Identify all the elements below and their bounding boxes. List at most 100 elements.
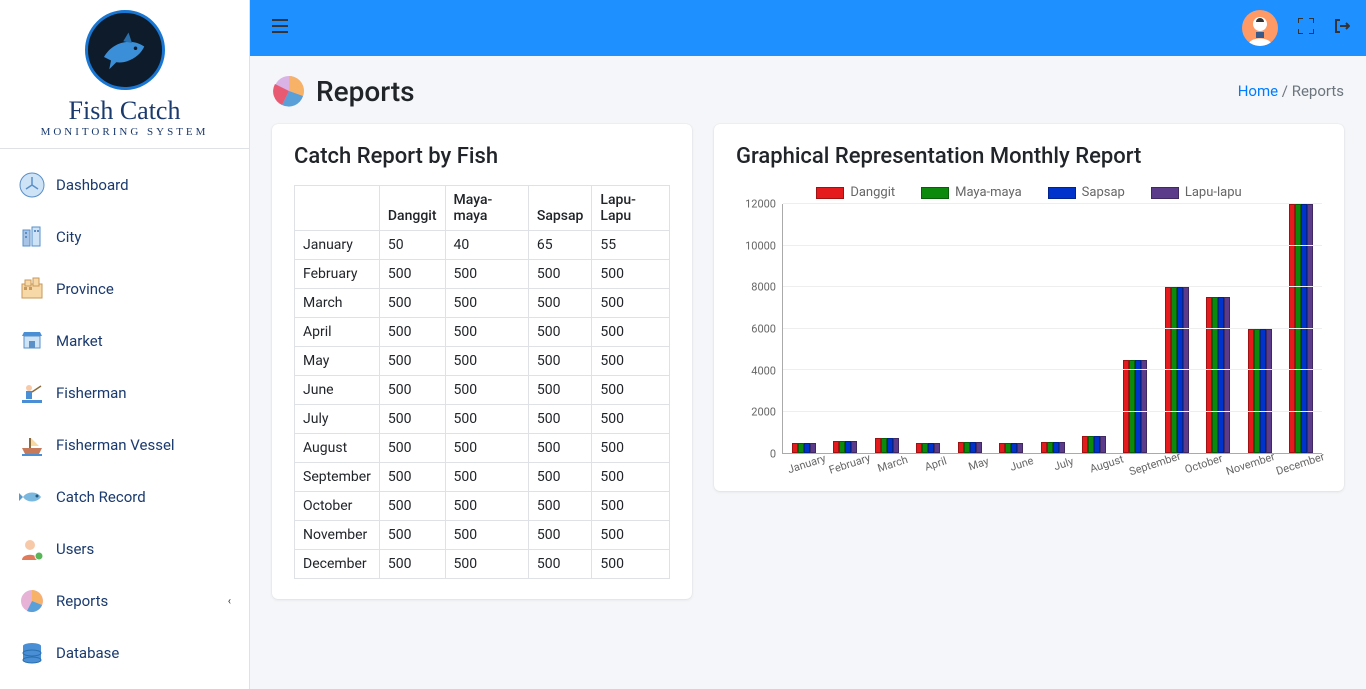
sidebar-item-label: Catch Record <box>56 488 146 506</box>
table-cell: 500 <box>445 550 528 579</box>
ytick-label: 12000 <box>745 198 776 211</box>
sidebar-item-fisherman[interactable]: Fisherman <box>8 367 241 419</box>
grid-line <box>783 245 1322 246</box>
grid-line <box>783 203 1322 204</box>
chart-plot <box>782 204 1322 454</box>
bar <box>1183 287 1189 453</box>
table-cell: 500 <box>528 347 592 376</box>
table-cell: 500 <box>379 492 445 521</box>
fullscreen-icon[interactable] <box>1298 18 1314 38</box>
table-row: April500500500500 <box>295 318 670 347</box>
legend-label: Lapu-lapu <box>1185 185 1242 200</box>
table-row: November500500500500 <box>295 521 670 550</box>
bar-group <box>907 204 948 453</box>
table-cell: 500 <box>445 347 528 376</box>
table-cell: August <box>295 434 380 463</box>
table-cell: 500 <box>528 550 592 579</box>
table-cell: 500 <box>592 521 670 550</box>
ytick-label: 4000 <box>751 364 776 377</box>
table-cell: 500 <box>379 434 445 463</box>
fish-logo-icon <box>97 22 153 78</box>
sidebar-item-catch-record[interactable]: Catch Record <box>8 471 241 523</box>
grid-line <box>783 328 1322 329</box>
province-icon <box>18 275 46 303</box>
bar-group <box>1073 204 1114 453</box>
grid-line <box>783 411 1322 412</box>
table-cell: 500 <box>379 550 445 579</box>
bar-group <box>1281 204 1322 453</box>
table-cell: December <box>295 550 380 579</box>
ytick-label: 0 <box>770 448 776 461</box>
bar-group <box>824 204 865 453</box>
table-cell: 500 <box>528 376 592 405</box>
table-row: June500500500500 <box>295 376 670 405</box>
legend-item: Sapsap <box>1048 185 1125 200</box>
legend-swatch <box>816 187 844 199</box>
table-cell: 500 <box>528 521 592 550</box>
grid-line <box>783 286 1322 287</box>
table-cell: 500 <box>592 492 670 521</box>
chart-yaxis: 020004000600080001000012000 <box>736 204 782 454</box>
logout-icon[interactable] <box>1334 18 1350 38</box>
sidebar-item-province[interactable]: Province <box>8 263 241 315</box>
breadcrumb-home[interactable]: Home <box>1238 82 1278 100</box>
table-cell: 500 <box>592 289 670 318</box>
table-row: October500500500500 <box>295 492 670 521</box>
table-cell: 500 <box>445 463 528 492</box>
table-cell: June <box>295 376 380 405</box>
table-cell: 500 <box>528 260 592 289</box>
sidebar-item-label: Fisherman <box>56 384 127 402</box>
sidebar-item-city[interactable]: City <box>8 211 241 263</box>
ytick-label: 8000 <box>751 281 776 294</box>
table-cell: September <box>295 463 380 492</box>
sidebar-item-users[interactable]: Users <box>8 523 241 575</box>
catch-report-title: Catch Report by Fish <box>294 144 670 169</box>
legend-label: Danggit <box>850 185 895 200</box>
table-cell: 500 <box>379 289 445 318</box>
table-cell: 500 <box>528 492 592 521</box>
table-cell: 65 <box>528 231 592 260</box>
sidebar-item-fisherman-vessel[interactable]: Fisherman Vessel <box>8 419 241 471</box>
dashboard-icon <box>18 171 46 199</box>
brand-title: Fish Catch <box>0 96 249 126</box>
bar <box>1100 436 1106 453</box>
table-cell: 500 <box>379 521 445 550</box>
table-cell: March <box>295 289 380 318</box>
bar <box>1059 442 1065 453</box>
table-cell: 500 <box>445 434 528 463</box>
table-header: Sapsap <box>528 186 592 231</box>
table-cell: 55 <box>592 231 670 260</box>
user-avatar[interactable] <box>1242 10 1278 46</box>
table-row: August500500500500 <box>295 434 670 463</box>
chevron-left-icon: ‹ <box>228 595 231 608</box>
sidebar-item-database[interactable]: Database <box>8 627 241 679</box>
legend-label: Maya-maya <box>955 185 1022 200</box>
bar-group <box>1198 204 1239 453</box>
table-cell: 500 <box>528 405 592 434</box>
table-cell: 50 <box>379 231 445 260</box>
table-cell: November <box>295 521 380 550</box>
sidebar-item-reports[interactable]: Reports <box>8 575 241 627</box>
legend-item: Lapu-lapu <box>1151 185 1242 200</box>
bar-chart: 020004000600080001000012000 <box>736 204 1322 454</box>
sidebar: Fish Catch Monitoring System DashboardCi… <box>0 0 250 689</box>
table-cell: 500 <box>445 405 528 434</box>
hamburger-icon[interactable] <box>266 13 294 43</box>
ytick-label: 2000 <box>751 406 776 419</box>
table-cell: 500 <box>379 347 445 376</box>
table-row: December500500500500 <box>295 550 670 579</box>
table-cell: 500 <box>379 463 445 492</box>
table-row: February500500500500 <box>295 260 670 289</box>
table-cell: 500 <box>592 463 670 492</box>
table-header: Maya-maya <box>445 186 528 231</box>
sidebar-item-dashboard[interactable]: Dashboard <box>8 159 241 211</box>
table-cell: 500 <box>445 376 528 405</box>
topbar <box>250 0 1366 56</box>
sidebar-item-label: Market <box>56 332 103 350</box>
bar-group <box>866 204 907 453</box>
chart-card: Graphical Representation Monthly Report … <box>714 124 1344 491</box>
sidebar-item-market[interactable]: Market <box>8 315 241 367</box>
table-cell: April <box>295 318 380 347</box>
database-icon <box>18 639 46 667</box>
table-cell: 500 <box>592 260 670 289</box>
